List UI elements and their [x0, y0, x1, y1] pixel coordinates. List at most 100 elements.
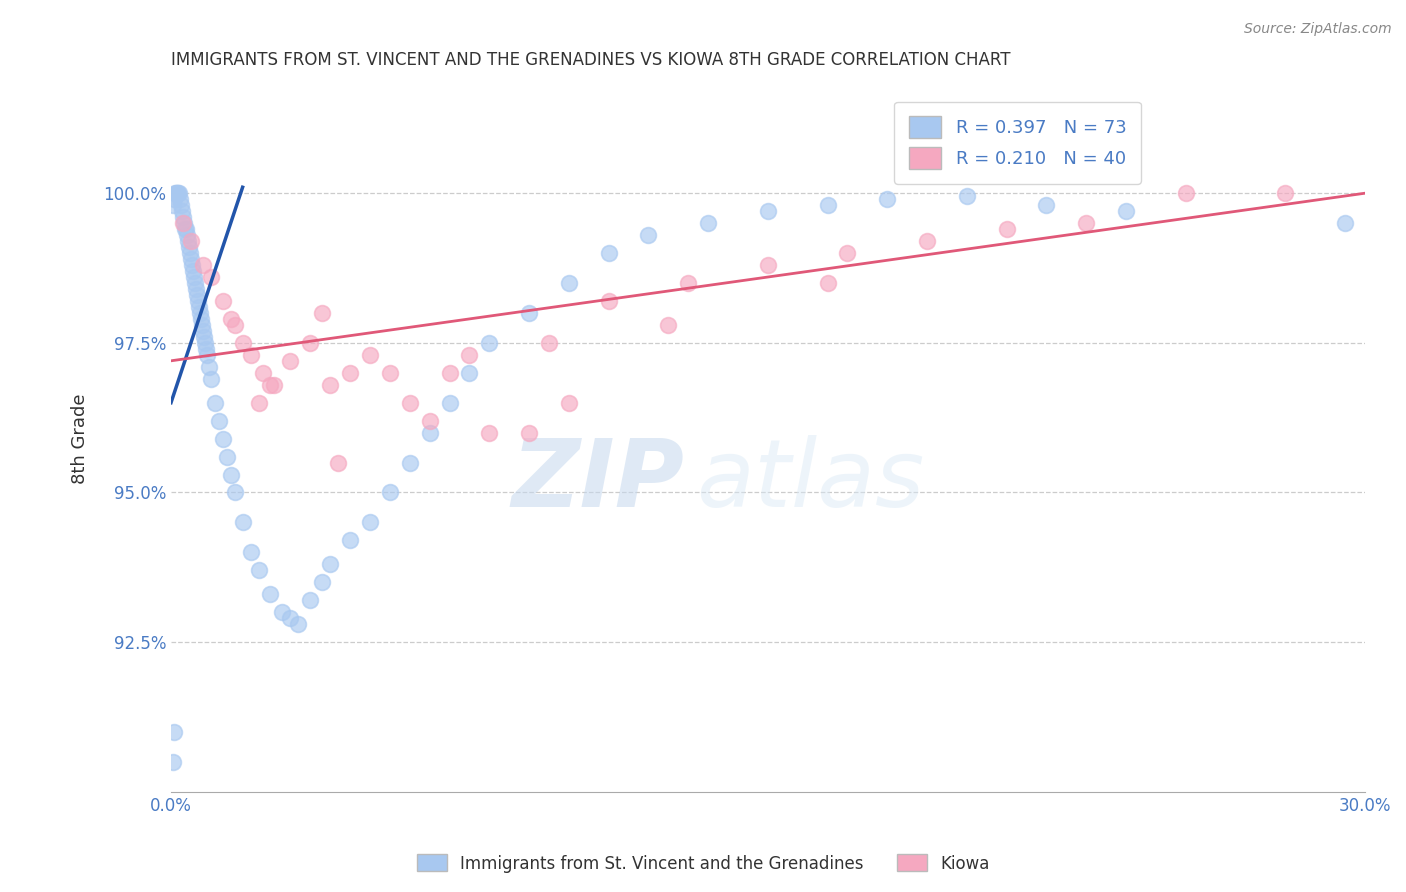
Point [163, 186, 186, 201]
Point [208, 414, 231, 428]
Point [956, 189, 979, 203]
Point [439, 366, 461, 380]
Point [359, 348, 381, 362]
Point [211, 432, 233, 446]
Point [339, 366, 361, 380]
Point [915, 234, 938, 248]
Point [172, 204, 194, 219]
Point [200, 270, 222, 285]
Point [195, 348, 218, 362]
Point [177, 240, 200, 254]
Point [180, 234, 202, 248]
Point [1076, 216, 1098, 230]
Point [558, 276, 581, 290]
Point [398, 456, 420, 470]
Point [517, 425, 540, 440]
Point [180, 258, 202, 272]
Point [287, 617, 309, 632]
Point [259, 587, 281, 601]
Legend: Immigrants from St. Vincent and the Grenadines, Kiowa: Immigrants from St. Vincent and the Gren… [411, 847, 995, 880]
Point [184, 276, 207, 290]
Point [200, 372, 222, 386]
Point [756, 204, 779, 219]
Point [187, 300, 209, 314]
Point [232, 516, 254, 530]
Point [184, 282, 207, 296]
Point [191, 318, 214, 332]
Point [280, 353, 302, 368]
Point [657, 318, 679, 332]
Point [271, 605, 294, 619]
Point [173, 216, 195, 230]
Point [219, 467, 242, 482]
Point [876, 192, 898, 206]
Point [198, 359, 221, 374]
Point [193, 330, 215, 344]
Point [398, 395, 420, 409]
Point [1334, 216, 1357, 230]
Text: ZIP: ZIP [512, 435, 685, 527]
Point [378, 485, 401, 500]
Point [478, 335, 501, 350]
Point [378, 366, 401, 380]
Point [166, 186, 188, 201]
Point [163, 724, 186, 739]
Point [419, 425, 441, 440]
Point [190, 312, 212, 326]
Point [756, 258, 779, 272]
Point [1115, 204, 1137, 219]
Point [458, 366, 481, 380]
Point [247, 563, 270, 577]
Point [215, 450, 238, 464]
Point [637, 228, 659, 243]
Point [1274, 186, 1296, 201]
Point [194, 335, 217, 350]
Point [817, 276, 839, 290]
Point [167, 186, 190, 201]
Point [995, 222, 1018, 236]
Point [439, 395, 461, 409]
Point [558, 395, 581, 409]
Point [183, 270, 205, 285]
Point [299, 335, 322, 350]
Point [195, 342, 218, 356]
Point [458, 348, 481, 362]
Point [165, 186, 187, 201]
Point [326, 456, 349, 470]
Point [311, 306, 333, 320]
Point [1174, 186, 1197, 201]
Point [219, 312, 242, 326]
Point [204, 395, 226, 409]
Point [678, 276, 700, 290]
Text: Source: ZipAtlas.com: Source: ZipAtlas.com [1244, 22, 1392, 37]
Point [172, 216, 194, 230]
Y-axis label: 8th Grade: 8th Grade [72, 393, 89, 483]
Text: atlas: atlas [696, 435, 925, 526]
Point [191, 258, 214, 272]
Point [181, 264, 204, 278]
Point [188, 306, 211, 320]
Point [319, 377, 342, 392]
Point [232, 335, 254, 350]
Point [180, 252, 202, 266]
Point [224, 318, 246, 332]
Point [239, 545, 262, 559]
Point [239, 348, 262, 362]
Point [478, 425, 501, 440]
Point [176, 228, 198, 243]
Point [169, 192, 191, 206]
Point [339, 533, 361, 548]
Point [598, 246, 620, 260]
Point [186, 288, 208, 302]
Point [299, 593, 322, 607]
Text: IMMIGRANTS FROM ST. VINCENT AND THE GRENADINES VS KIOWA 8TH GRADE CORRELATION CH: IMMIGRANTS FROM ST. VINCENT AND THE GREN… [172, 51, 1011, 69]
Point [170, 198, 193, 212]
Point [162, 755, 184, 769]
Point [319, 558, 342, 572]
Legend: R = 0.397   N = 73, R = 0.210   N = 40: R = 0.397 N = 73, R = 0.210 N = 40 [894, 102, 1140, 184]
Point [177, 234, 200, 248]
Point [174, 222, 197, 236]
Point [311, 575, 333, 590]
Point [224, 485, 246, 500]
Point [537, 335, 560, 350]
